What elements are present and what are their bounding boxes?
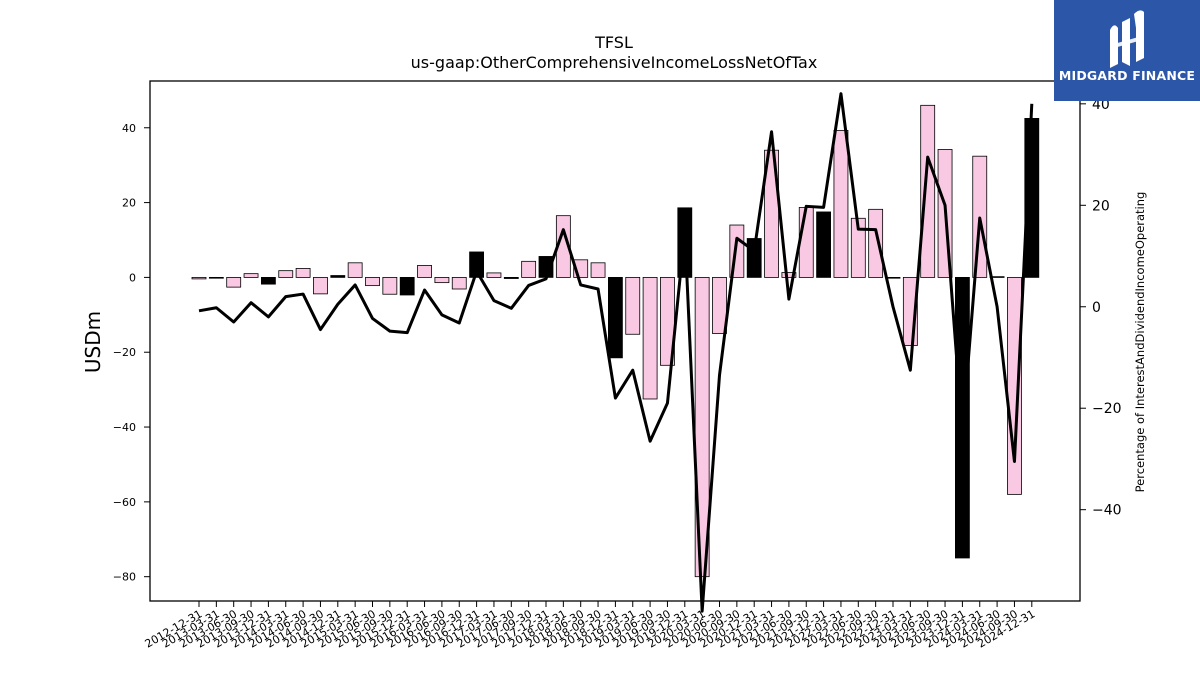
bar <box>208 276 224 279</box>
y-tick-label: −40 <box>113 421 136 434</box>
bar <box>226 276 242 288</box>
bar <box>833 129 849 278</box>
y2-tick-label: −40 <box>1092 503 1122 519</box>
bar <box>521 260 537 278</box>
y2-tick-label: 0 <box>1092 300 1101 316</box>
bar <box>295 268 311 278</box>
y-tick-label: −20 <box>113 346 136 359</box>
bar <box>816 211 831 278</box>
logo-text: MIDGARD FINANCE <box>1058 68 1196 83</box>
chart-subtitle: us-gaap:OtherComprehensiveIncomeLossNetO… <box>411 53 818 72</box>
bar <box>260 276 276 285</box>
bar <box>642 276 658 400</box>
bar <box>885 276 901 279</box>
bar <box>798 207 814 278</box>
bar <box>590 262 606 278</box>
bar <box>469 251 485 278</box>
bar <box>868 208 884 278</box>
y-tick-label: 0 <box>129 271 136 284</box>
y2-tick-label: −20 <box>1092 401 1122 417</box>
bar <box>399 276 415 296</box>
chart-title: TFSL <box>594 33 633 52</box>
brand-logo: MIDGARD FINANCE <box>1054 0 1200 101</box>
bar <box>451 276 467 290</box>
y2-tick-label: 20 <box>1092 198 1110 214</box>
bar <box>434 276 450 284</box>
bar <box>347 262 363 278</box>
plot-area: 40200−20−40−60−8040200−20−402012-12-3120… <box>113 80 1122 651</box>
bar <box>486 272 502 278</box>
y-axis-label: USDm <box>81 311 105 373</box>
bar <box>781 272 797 278</box>
y-tick-label: −60 <box>113 496 136 509</box>
bar <box>365 276 380 287</box>
y-tick-label: 40 <box>122 122 136 135</box>
bar <box>382 276 398 295</box>
bar <box>417 265 432 278</box>
bar <box>625 276 641 335</box>
bar <box>243 273 259 278</box>
midgard-logo-icon <box>1110 10 1144 68</box>
bar <box>191 276 207 280</box>
y-tick-label: 20 <box>122 197 136 210</box>
bar <box>503 276 519 279</box>
y-tick-label: −80 <box>113 571 136 584</box>
y2-axis-label: Percentage of InterestAndDividendIncomeO… <box>1133 192 1147 493</box>
percentage-line <box>198 92 1034 613</box>
bar <box>608 276 623 359</box>
bar <box>278 270 294 278</box>
bar <box>313 276 328 295</box>
bar <box>330 275 346 278</box>
bar <box>920 104 936 278</box>
bar <box>712 276 727 334</box>
